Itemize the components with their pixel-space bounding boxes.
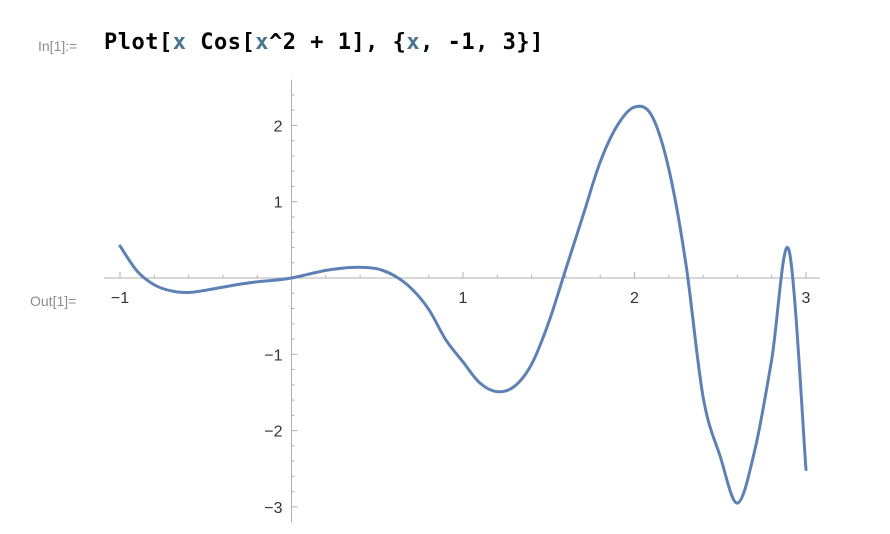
y-tick-label: −2 — [264, 424, 282, 441]
series-line — [118, 104, 808, 505]
input-code-token: Plot[ — [104, 30, 173, 55]
input-cell-label: In[1]:= — [38, 38, 78, 54]
x-tick-label: 1 — [459, 290, 468, 307]
input-code-token: ^2 + 1], { — [268, 30, 407, 55]
y-tick-label: 1 — [274, 195, 283, 212]
output-cell-label: Out[1]= — [30, 293, 77, 309]
x-tick-label: −1 — [111, 290, 129, 307]
input-variable-token: x — [255, 30, 269, 55]
y-tick-label: 2 — [274, 118, 283, 135]
input-variable-token: x — [406, 30, 421, 55]
input-code-token: , -1, 3}] — [420, 30, 544, 55]
x-tick-label: 3 — [802, 290, 811, 307]
x-tick-label: 2 — [630, 290, 639, 307]
input-expression[interactable]: Plot[x Cos[x^2 + 1], {x, -1, 3}] — [104, 30, 544, 55]
input-variable-token: x — [172, 30, 187, 55]
y-tick-label: −3 — [264, 500, 282, 517]
input-code-token: Cos[ — [186, 30, 256, 55]
y-tick-label: −1 — [264, 347, 282, 364]
